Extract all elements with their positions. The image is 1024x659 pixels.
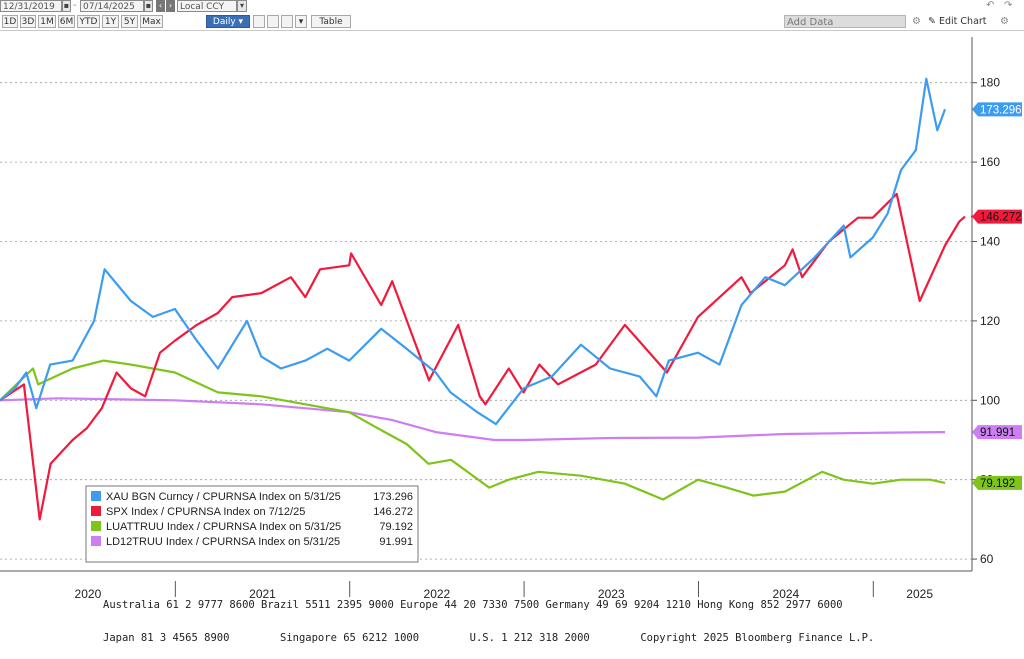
undo-icon[interactable]: ↶ [986, 0, 995, 11]
value-tag-0: 173.296 [972, 102, 1022, 117]
value-tag-label-0: 173.296 [980, 104, 1022, 116]
xtick-label-2023: 2023 [598, 587, 625, 599]
ytick-label-140: 140 [980, 234, 1000, 248]
value-tag-shape-2 [972, 475, 1022, 490]
legend-value-1: 146.272 [373, 506, 413, 518]
period-button-6m[interactable]: 6M [58, 15, 75, 28]
chevron-down-icon[interactable]: ▾ [237, 0, 247, 12]
legend-value-0: 173.296 [373, 491, 413, 503]
ytick-label-100: 100 [980, 393, 1000, 407]
legend-label-0: XAU BGN Curncy / CPURNSA Index on 5/31/2… [106, 491, 341, 503]
chart-toolbar: 1D 3D 1M 6M YTD 1Y 5Y Max Daily ▾ ▾ Table Add D… [0, 13, 1024, 31]
tool-button-2[interactable] [267, 15, 279, 28]
value-tag-label-2: 79.192 [980, 478, 1015, 490]
period-button-ytd[interactable]: YTD [77, 15, 100, 28]
legend-box [85, 485, 419, 563]
prev-arrow-icon[interactable]: ‹ [156, 0, 165, 12]
redo-icon[interactable]: ↷ [1004, 0, 1013, 11]
series-line-1 [0, 192, 966, 521]
xtick-label-2020: 2020 [75, 587, 102, 599]
start-date-calendar-icon[interactable]: ▪ [62, 0, 71, 12]
legend-swatch-1 [91, 506, 101, 516]
next-arrow-icon[interactable]: › [166, 0, 175, 12]
currency-select[interactable]: Local CCY [177, 0, 237, 12]
settings-icon[interactable]: ⚙ [1000, 16, 1009, 27]
legend-value-3: 91.991 [379, 536, 413, 548]
value-tag-3: 91.991 [972, 425, 1022, 440]
price-ratio-chart: 6080100120140160180 20202021202220232024… [0, 37, 1022, 599]
frequency-select[interactable]: Daily ▾ [206, 15, 250, 28]
period-button-1d[interactable]: 1D [2, 15, 18, 28]
end-date-calendar-icon[interactable]: ▪ [144, 0, 153, 12]
add-data-input[interactable]: Add Data [784, 15, 906, 28]
ytick-label-120: 120 [980, 314, 1000, 328]
date-toolbar: 12/31/2019 ▪ - 07/14/2025 ▪ ‹ › Local CC… [0, 0, 1024, 13]
gear-icon[interactable]: ⚙ [912, 16, 921, 27]
xtick-label-2025: 2025 [906, 587, 933, 599]
end-date-field[interactable]: 07/14/2025 [80, 0, 144, 12]
legend-swatch-3 [91, 536, 101, 546]
tool-button-3[interactable] [281, 15, 293, 28]
period-button-1y[interactable]: 1Y [102, 15, 119, 28]
period-button-3d[interactable]: 3D [20, 15, 36, 28]
footer-copyright: Japan 81 3 4565 8900 Singapore 65 6212 1… [103, 632, 875, 644]
value-tag-label-3: 91.991 [980, 427, 1015, 439]
period-button-5y[interactable]: 5Y [121, 15, 138, 28]
legend-swatch-2 [91, 521, 101, 531]
legend-value-2: 79.192 [379, 521, 413, 533]
edit-chart-button[interactable]: ✎ Edit Chart [928, 16, 987, 27]
tool-button-1[interactable] [253, 15, 265, 28]
ytick-label-180: 180 [980, 76, 1000, 90]
xtick-label-2021: 2021 [249, 587, 276, 599]
series-line-0 [0, 77, 947, 426]
pencil-icon: ✎ [928, 16, 936, 27]
period-button-max[interactable]: Max [140, 15, 163, 28]
ytick-label-160: 160 [980, 155, 1000, 169]
xtick-label-2022: 2022 [424, 587, 451, 599]
legend-swatch-0 [91, 491, 101, 501]
legend-label-3: LD12TRUU Index / CPURNSA Index on 5/31/2… [106, 536, 340, 548]
start-date-field[interactable]: 12/31/2019 [0, 0, 62, 12]
value-tag-label-1: 146.272 [980, 212, 1022, 224]
footer-contacts: Australia 61 2 9777 8600 Brazil 5511 239… [103, 599, 843, 611]
more-dropdown-icon[interactable]: ▾ [295, 15, 307, 28]
ytick-label-60: 60 [980, 552, 994, 566]
value-tag-1: 146.272 [972, 209, 1022, 224]
series-line-3 [0, 397, 946, 442]
period-button-1m[interactable]: 1M [38, 15, 56, 28]
value-tag-shape-3 [972, 425, 1022, 440]
legend-label-1: SPX Index / CPURNSA Index on 7/12/25 [106, 506, 305, 518]
value-tag-shape-0 [972, 102, 1022, 117]
value-tag-2: 79.192 [972, 475, 1022, 490]
xtick-label-2024: 2024 [773, 587, 800, 599]
series-line-2 [0, 359, 946, 501]
legend-label-2: LUATTRUU Index / CPURNSA Index on 5/31/2… [106, 521, 341, 533]
value-tag-shape-1 [972, 209, 1022, 224]
table-button[interactable]: Table [311, 15, 351, 28]
date-range-dash: - [73, 0, 77, 11]
